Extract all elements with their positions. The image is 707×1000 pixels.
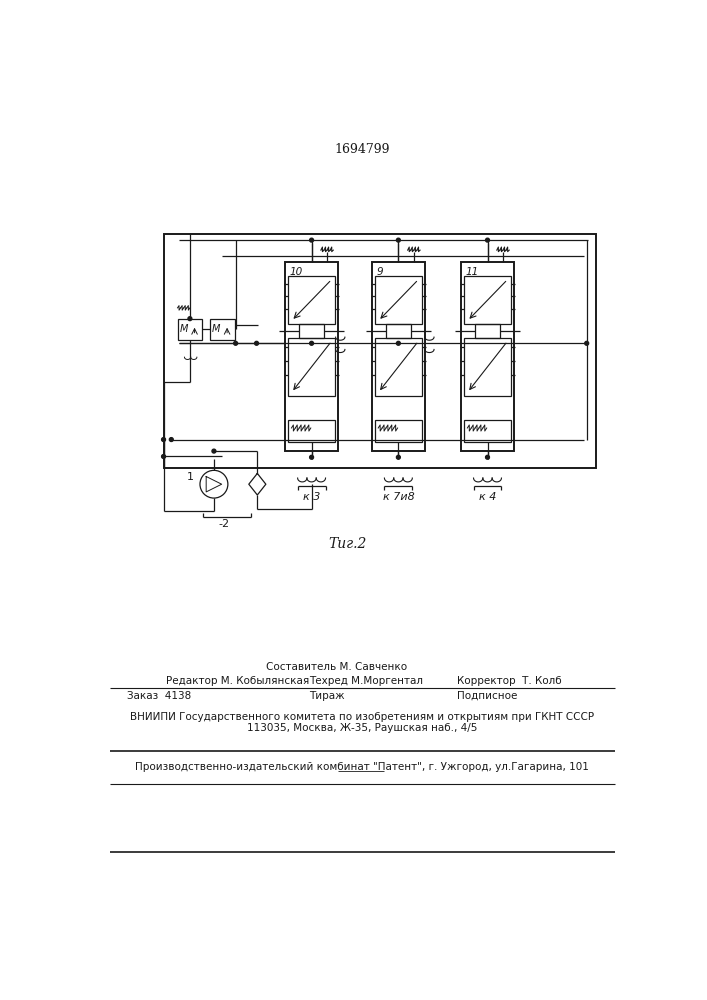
Bar	[375, 338, 421, 396]
Text: Подписное: Подписное	[457, 691, 517, 701]
Circle shape	[212, 449, 216, 453]
Text: 1: 1	[187, 472, 194, 482]
Bar	[464, 338, 510, 396]
Bar	[464, 420, 510, 442]
Bar	[475, 324, 500, 338]
Bar	[285, 262, 338, 451]
Text: Заказ  4138: Заказ 4138	[127, 691, 192, 701]
Text: -2: -2	[218, 519, 230, 529]
Bar	[299, 324, 324, 338]
Circle shape	[310, 238, 313, 242]
Bar	[288, 420, 335, 442]
Text: Тираж: Тираж	[309, 691, 345, 701]
Bar	[210, 319, 235, 340]
Text: 9: 9	[377, 267, 383, 277]
Circle shape	[486, 238, 489, 242]
Text: Техред М.Моргентал: Техред М.Моргентал	[309, 676, 423, 686]
Bar	[177, 319, 202, 340]
Circle shape	[234, 341, 238, 345]
Circle shape	[188, 317, 192, 321]
Text: M: M	[212, 324, 221, 334]
Circle shape	[397, 455, 400, 459]
Bar	[163, 234, 596, 468]
Circle shape	[162, 438, 165, 441]
Bar	[464, 276, 510, 324]
Bar	[372, 262, 425, 451]
Text: к 4: к 4	[479, 492, 496, 502]
Text: Корректор  Т. Колб: Корректор Т. Колб	[457, 676, 561, 686]
Circle shape	[310, 341, 313, 345]
Circle shape	[397, 238, 400, 242]
Text: M: M	[180, 324, 188, 334]
Text: 11: 11	[466, 267, 479, 277]
Circle shape	[486, 455, 489, 459]
Circle shape	[162, 455, 165, 458]
Circle shape	[397, 341, 400, 345]
Bar	[288, 338, 335, 396]
Bar	[375, 420, 421, 442]
Text: 113035, Москва, Ж-35, Раушская наб., 4/5: 113035, Москва, Ж-35, Раушская наб., 4/5	[247, 723, 477, 733]
Bar	[386, 324, 411, 338]
Text: 1694799: 1694799	[334, 143, 390, 156]
Bar	[375, 276, 421, 324]
Text: к 3: к 3	[303, 492, 320, 502]
Text: Составитель М. Савченко: Составитель М. Савченко	[266, 662, 407, 672]
Bar	[461, 262, 514, 451]
Text: 10: 10	[290, 267, 303, 277]
Circle shape	[255, 341, 259, 345]
Circle shape	[170, 438, 173, 441]
Circle shape	[585, 341, 589, 345]
Circle shape	[310, 455, 313, 459]
Text: Редактор М. Кобылянская: Редактор М. Кобылянская	[166, 676, 309, 686]
Bar	[288, 276, 335, 324]
Text: ВНИИПИ Государственного комитета по изобретениям и открытиям при ГКНТ СССР: ВНИИПИ Государственного комитета по изоб…	[130, 712, 594, 722]
Text: Τиг.2: Τиг.2	[329, 536, 367, 550]
Text: к 7и8: к 7и8	[382, 492, 414, 502]
Text: Производственно-издательский комбинат "Патент", г. Ужгород, ул.Гагарина, 101: Производственно-издательский комбинат "П…	[135, 762, 589, 772]
